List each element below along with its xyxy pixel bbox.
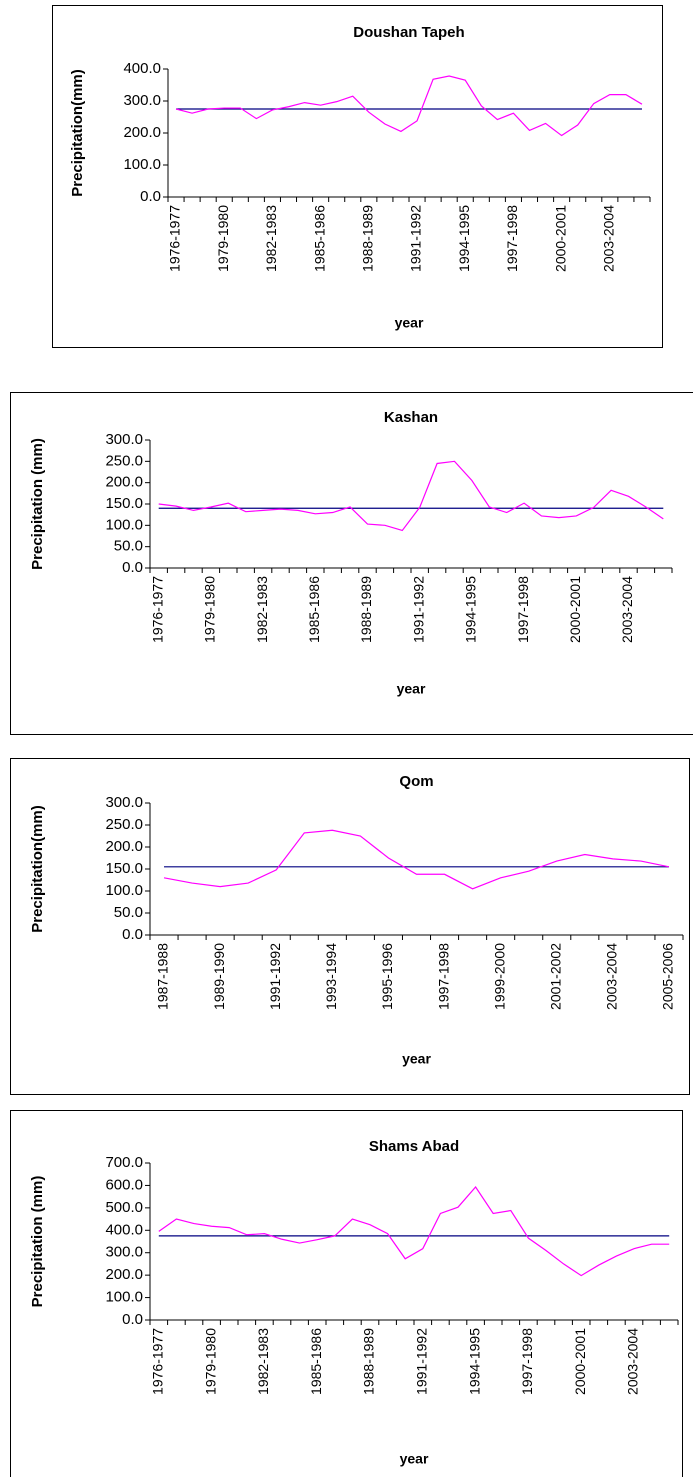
x-tick-label: 1999-2000 (491, 943, 507, 1010)
x-tick-label: 1979-1980 (215, 205, 231, 272)
y-tick-label: 0.0 (122, 1311, 143, 1328)
y-tick-label: 0.0 (122, 926, 143, 943)
chart-frame (10, 1110, 683, 1477)
x-axis-title: year (395, 315, 424, 331)
y-tick-label: 250.0 (105, 816, 143, 833)
y-tick-label: 200.0 (123, 124, 161, 141)
y-axis-title: Precipitation (mm) (29, 438, 46, 570)
x-axis-title: year (397, 681, 426, 697)
x-tick-label: 1985-1986 (308, 1328, 324, 1395)
x-tick-label: 2001-2002 (547, 943, 563, 1010)
y-tick-label: 200.0 (105, 838, 143, 855)
x-tick-label: 2000-2001 (567, 576, 583, 643)
x-tick-label: 1994-1995 (466, 1328, 482, 1395)
y-axis-title: Precipitation (mm) (29, 1176, 46, 1308)
x-tick-label: 1982-1983 (263, 205, 279, 272)
x-tick-label: 1982-1983 (255, 1328, 271, 1395)
x-tick-label: 1985-1986 (306, 576, 322, 643)
x-tick-label: 1976-1977 (150, 1328, 166, 1395)
y-tick-label: 150.0 (105, 495, 143, 512)
y-tick-label: 300.0 (123, 92, 161, 109)
x-tick-label: 1988-1989 (360, 205, 376, 272)
y-tick-label: 150.0 (105, 860, 143, 877)
y-tick-label: 0.0 (140, 188, 161, 205)
y-tick-label: 200.0 (105, 1266, 143, 1283)
chart-frame (10, 758, 690, 1095)
y-tick-label: 50.0 (114, 904, 143, 921)
y-tick-label: 300.0 (105, 431, 143, 448)
x-tick-label: 1991-1992 (267, 943, 283, 1010)
y-tick-label: 700.0 (105, 1154, 143, 1171)
chart-title: Kashan (384, 409, 438, 426)
y-tick-label: 0.0 (122, 559, 143, 576)
x-tick-label: 2003-2004 (604, 943, 620, 1010)
y-tick-label: 50.0 (114, 538, 143, 555)
y-tick-label: 600.0 (105, 1176, 143, 1193)
y-tick-label: 500.0 (105, 1199, 143, 1216)
x-tick-label: 1997-1998 (435, 943, 451, 1010)
y-axis-title: Precipitation(mm) (29, 805, 46, 933)
x-tick-label: 1991-1992 (414, 1328, 430, 1395)
x-tick-label: 2003-2004 (619, 576, 635, 643)
x-tick-label: 1997-1998 (504, 205, 520, 272)
y-tick-label: 100.0 (123, 156, 161, 173)
x-tick-label: 1991-1992 (410, 576, 426, 643)
x-tick-label: 1991-1992 (408, 205, 424, 272)
y-tick-label: 250.0 (105, 452, 143, 469)
x-axis-title: year (402, 1051, 431, 1067)
y-tick-label: 400.0 (123, 60, 161, 77)
x-tick-label: 1979-1980 (202, 1328, 218, 1395)
x-tick-label: 1997-1998 (519, 1328, 535, 1395)
y-tick-label: 100.0 (105, 882, 143, 899)
y-tick-label: 100.0 (105, 1289, 143, 1306)
x-tick-label: 1987-1988 (155, 943, 171, 1010)
y-tick-label: 300.0 (105, 1244, 143, 1261)
x-tick-label: 1976-1977 (149, 576, 165, 643)
series-line (175, 75, 643, 137)
x-tick-label: 2000-2001 (572, 1328, 588, 1395)
x-tick-label: 1994-1995 (463, 576, 479, 643)
x-tick-label: 1988-1989 (361, 1328, 377, 1395)
series-line (163, 829, 670, 890)
chart-title: Shams Abad (369, 1138, 459, 1155)
y-axis-title: Precipitation(mm) (69, 69, 86, 197)
x-tick-label: 1982-1983 (254, 576, 270, 643)
y-tick-label: 200.0 (105, 474, 143, 491)
x-tick-label: 1994-1995 (456, 205, 472, 272)
x-tick-label: 1993-1994 (323, 943, 339, 1010)
x-tick-label: 2000-2001 (552, 205, 568, 272)
chart-frame (52, 5, 663, 348)
x-tick-label: 1989-1990 (211, 943, 227, 1010)
x-tick-label: 2003-2004 (601, 205, 617, 272)
series-line (158, 460, 664, 532)
x-axis-title: year (400, 1451, 429, 1467)
x-tick-label: 2005-2006 (660, 943, 676, 1010)
series-line (158, 1186, 670, 1277)
x-tick-label: 1995-1996 (379, 943, 395, 1010)
y-tick-label: 400.0 (105, 1221, 143, 1238)
x-tick-label: 1985-1986 (311, 205, 327, 272)
chart-frame (10, 392, 693, 735)
y-tick-label: 100.0 (105, 516, 143, 533)
x-tick-label: 1979-1980 (202, 576, 218, 643)
x-tick-label: 2003-2004 (625, 1328, 641, 1395)
x-tick-label: 1997-1998 (515, 576, 531, 643)
chart-title: Doushan Tapeh (353, 24, 464, 41)
y-tick-label: 300.0 (105, 794, 143, 811)
x-tick-label: 1988-1989 (358, 576, 374, 643)
chart-title: Qom (399, 773, 433, 790)
x-tick-label: 1976-1977 (167, 205, 183, 272)
